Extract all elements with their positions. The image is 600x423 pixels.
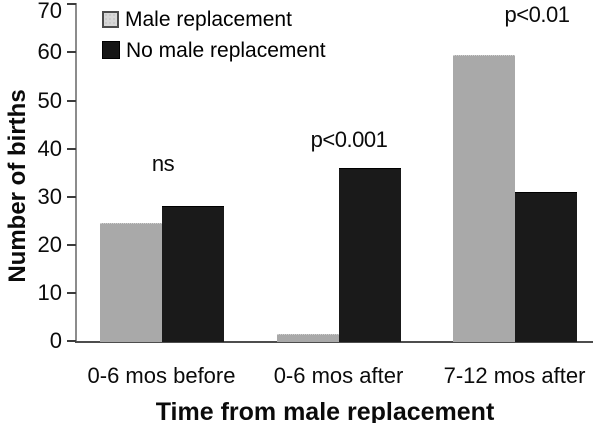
y-tick-label: 0 — [49, 328, 62, 353]
y-tick-label: 10 — [37, 279, 62, 305]
y-tick — [67, 291, 76, 294]
y-tick — [67, 3, 76, 6]
y-tick — [67, 243, 76, 246]
bar-no-male-replacement-2 — [514, 192, 577, 342]
y-tick-label: 60 — [37, 39, 62, 65]
y-tick — [67, 195, 76, 198]
category-label-0: 0-6 mos before — [87, 363, 236, 388]
y-tick-label: 40 — [37, 135, 62, 161]
bar-male-replacement-1 — [276, 334, 339, 342]
y-tick-label: 50 — [37, 87, 62, 113]
y-tick-label: 30 — [37, 183, 62, 209]
significance-annotation-0: ns — [151, 151, 175, 176]
bar-male-replacement-2 — [452, 55, 515, 342]
y-tick — [67, 51, 76, 54]
category-label-1: 0-6 mos after — [273, 363, 404, 388]
y-tick — [67, 147, 76, 150]
legend-label: Male replacement — [125, 7, 292, 31]
y-tick — [67, 340, 76, 342]
significance-annotation-2: p<0.01 — [504, 2, 570, 27]
legend-label: No male replacement — [126, 38, 326, 62]
legend-item-male-replacement: Male replacement — [102, 7, 326, 31]
y-tick-label: 70 — [37, 0, 62, 23]
legend: Male replacement No male replacement — [102, 7, 326, 72]
bar-no-male-replacement-0 — [161, 206, 224, 342]
legend-swatch-gray-icon — [102, 10, 119, 28]
bar-male-replacement-0 — [99, 223, 162, 342]
bar-no-male-replacement-1 — [338, 168, 401, 342]
x-axis-line — [75, 341, 593, 343]
x-axis-title: Time from male replacement — [155, 398, 495, 423]
y-tick-label: 20 — [37, 231, 62, 257]
y-axis-line — [75, 3, 77, 342]
significance-annotation-1: p<0.001 — [310, 127, 388, 152]
legend-swatch-black-icon — [102, 41, 120, 59]
legend-item-no-male-replacement: No male replacement — [102, 38, 326, 62]
category-label-2: 7-12 mos after — [443, 363, 586, 388]
y-tick — [67, 99, 76, 102]
